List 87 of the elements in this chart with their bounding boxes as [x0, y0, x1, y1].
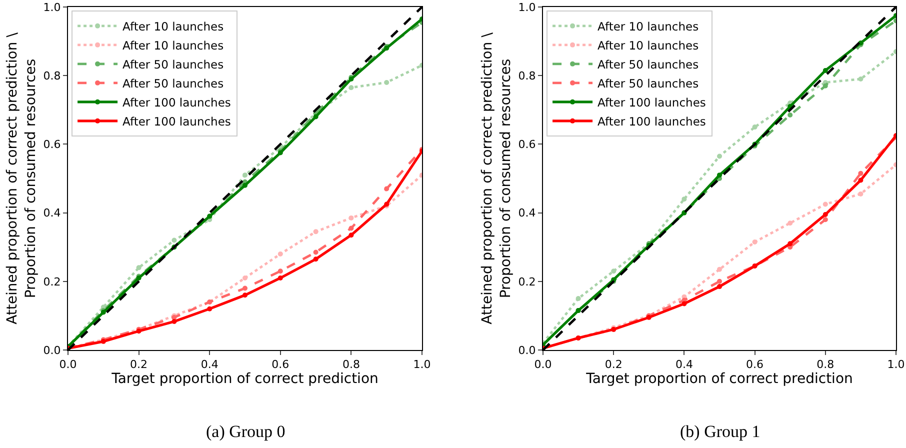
point	[717, 284, 722, 290]
y-tick-label: 0.8	[43, 69, 61, 82]
point	[752, 239, 758, 244]
x-tick-label: 0.8	[342, 358, 360, 372]
point	[788, 112, 793, 118]
point	[752, 124, 758, 130]
point	[242, 292, 248, 298]
point	[242, 286, 248, 291]
legend-label: After 10 launches	[122, 19, 224, 34]
point	[717, 172, 722, 178]
x-tick-label: 0.4	[200, 358, 218, 372]
point	[348, 232, 354, 238]
point	[788, 220, 793, 226]
point	[717, 154, 722, 159]
legend-label: After 10 launches	[598, 19, 699, 34]
y-tick-label: 0.4	[518, 206, 536, 220]
point	[822, 202, 828, 207]
legend-label: After 10 launches	[122, 38, 224, 52]
point	[172, 238, 177, 243]
y-tick-label: 0.8	[518, 69, 536, 82]
text: (b) Group 1	[680, 422, 760, 441]
legend-label: After 100 launches	[122, 114, 231, 128]
point	[313, 229, 318, 234]
point	[172, 319, 177, 324]
point	[207, 306, 212, 312]
point	[858, 191, 864, 196]
point	[822, 217, 828, 222]
x-tick-label: 0.6	[272, 358, 290, 372]
legend-label: After 100 launches	[598, 95, 706, 110]
y-tick-label: 1.0	[43, 0, 61, 14]
point	[313, 256, 318, 262]
y-axis-title: Atteined proportion of correct prediction \ Proportion of consumed resources	[480, 32, 514, 324]
point	[822, 83, 828, 88]
point	[313, 114, 318, 120]
y-tick-label: 0.6	[43, 138, 61, 152]
text: (a) Group 0	[206, 422, 286, 441]
point	[348, 85, 354, 90]
y-tick-label: 1.0	[518, 0, 536, 14]
y-tick-label: 0.0	[518, 344, 536, 357]
point	[348, 215, 354, 220]
point	[682, 196, 687, 202]
point	[788, 241, 793, 246]
legend-label: After 100 launches	[122, 95, 231, 110]
point	[278, 251, 283, 256]
x-tick-label: 0.0	[59, 358, 77, 372]
point	[682, 301, 687, 306]
legend-label: After 100 launches	[598, 114, 706, 128]
point	[858, 170, 864, 176]
legend-label: After 50 launches	[122, 76, 224, 90]
x-tick-label: 0.0	[534, 358, 552, 372]
legend-label: After 50 launches	[122, 57, 224, 72]
x-tick-label: 0.6	[746, 358, 764, 372]
y-tick-label: 0.2	[43, 275, 61, 288]
x-tick-label: 1.0	[887, 358, 905, 372]
point	[278, 268, 283, 274]
x-tick-label: 0.2	[604, 358, 622, 372]
legend-label: After 10 launches	[598, 38, 699, 52]
legend-label: After 50 launches	[598, 57, 699, 72]
point	[858, 76, 864, 82]
point	[717, 266, 722, 272]
point	[384, 186, 390, 192]
point	[242, 275, 248, 280]
point	[611, 268, 616, 274]
legend-label: After 50 launches	[598, 76, 699, 90]
point	[384, 80, 390, 85]
x-tick-label: 0.4	[675, 358, 693, 372]
point	[278, 275, 283, 280]
y-tick-label: 0.6	[518, 138, 536, 152]
x-tick-label: 0.8	[816, 358, 834, 372]
y-tick-label: 0.0	[43, 344, 61, 357]
y-axis-title: Atteined proportion of correct prediction \ Proportion of consumed resources	[4, 32, 39, 324]
x-axis-title: Target proportion of correct prediction	[110, 371, 378, 388]
point	[242, 182, 248, 188]
point	[576, 296, 581, 302]
y-tick-label: 0.4	[43, 206, 61, 220]
point	[822, 68, 828, 73]
point	[242, 172, 248, 178]
point	[348, 226, 354, 231]
point	[717, 278, 722, 284]
x-tick-label: 1.0	[413, 358, 431, 372]
point	[313, 250, 318, 255]
x-axis-title: Target proportion of correct prediction	[585, 371, 853, 388]
point	[822, 212, 828, 218]
point	[136, 265, 142, 270]
point	[858, 178, 864, 183]
x-tick-label: 0.2	[130, 358, 148, 372]
y-tick-label: 0.2	[518, 275, 536, 288]
